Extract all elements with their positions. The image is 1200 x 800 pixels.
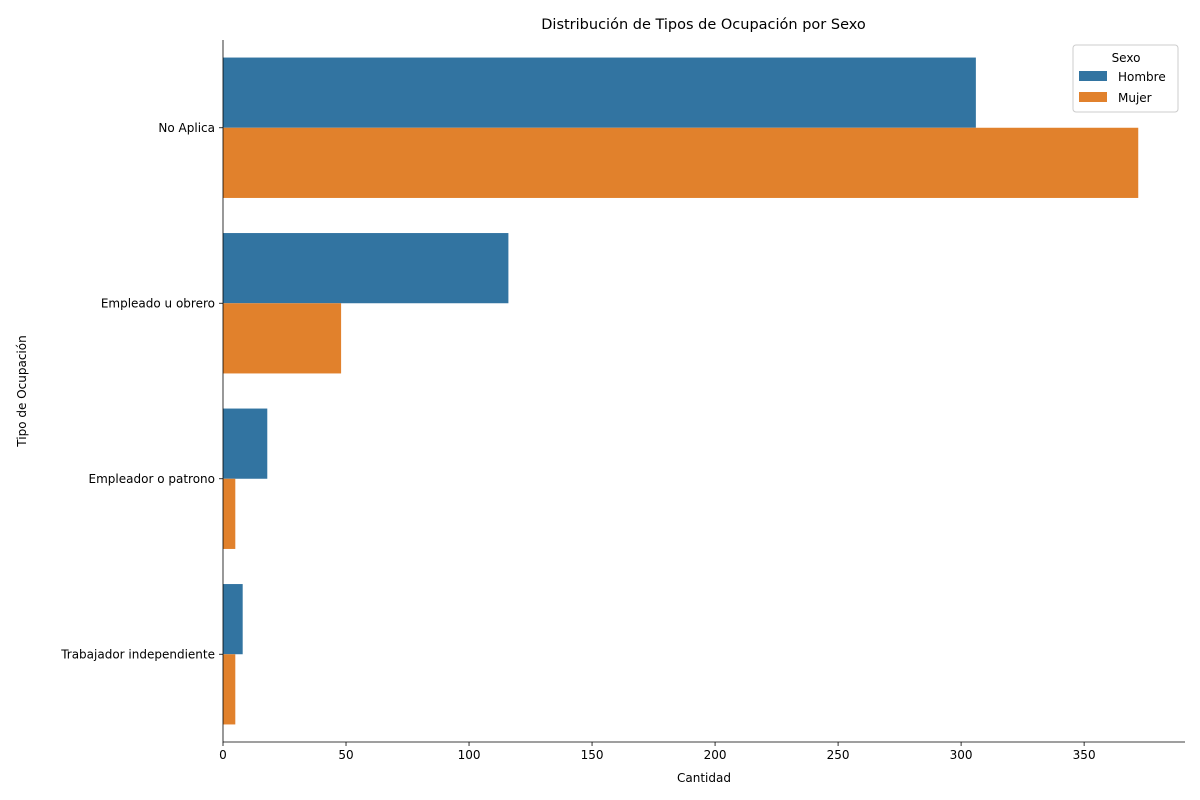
- chart-title: Distribución de Tipos de Ocupación por S…: [541, 17, 866, 33]
- x-tick-label: 250: [827, 748, 850, 762]
- y-axis-ticks: No Aplica Empleado u obrero Empleador o pa…: [60, 121, 223, 661]
- bar-empleador-o-patrono-hombre: [223, 408, 268, 479]
- bar-no-aplica-hombre: [223, 57, 976, 128]
- x-axis-title: Cantidad: [677, 771, 731, 785]
- legend-title: Sexo: [1112, 51, 1141, 65]
- x-tick-label: 300: [950, 748, 973, 762]
- x-tick-label: 150: [581, 748, 604, 762]
- x-axis-ticks: 0 50 100 150 200 250 300 350: [219, 742, 1096, 762]
- legend-swatch-mujer: [1079, 92, 1107, 102]
- bar-empleado-u-obrero-mujer: [223, 303, 342, 374]
- bar-trabajador-independiente-mujer: [223, 654, 236, 725]
- legend-label-hombre: Hombre: [1118, 70, 1166, 84]
- axes-frame: [222, 40, 1185, 743]
- x-tick-label: 0: [219, 748, 227, 762]
- bar-trabajador-independiente-hombre: [223, 584, 243, 655]
- x-tick-label: 100: [458, 748, 481, 762]
- x-tick-label: 350: [1073, 748, 1096, 762]
- bars-layer: [223, 57, 1139, 725]
- legend-swatch-hombre: [1079, 71, 1107, 81]
- bar-no-aplica-mujer: [223, 127, 1139, 198]
- x-tick-label: 50: [338, 748, 353, 762]
- y-axis-title: Tipo de Ocupación: [15, 335, 29, 447]
- legend: Sexo Hombre Mujer: [1072, 44, 1179, 113]
- y-tick-label: No Aplica: [158, 121, 215, 135]
- legend-label-mujer: Mujer: [1118, 91, 1152, 105]
- x-tick-label: 200: [704, 748, 727, 762]
- y-tick-label: Empleador o patrono: [89, 472, 215, 486]
- bar-empleador-o-patrono-mujer: [223, 478, 236, 549]
- y-tick-label: Empleado u obrero: [101, 296, 215, 310]
- bar-empleado-u-obrero-hombre: [223, 233, 509, 304]
- y-tick-label: Trabajador independiente: [60, 647, 215, 661]
- legend-items: Hombre Mujer: [1079, 70, 1166, 105]
